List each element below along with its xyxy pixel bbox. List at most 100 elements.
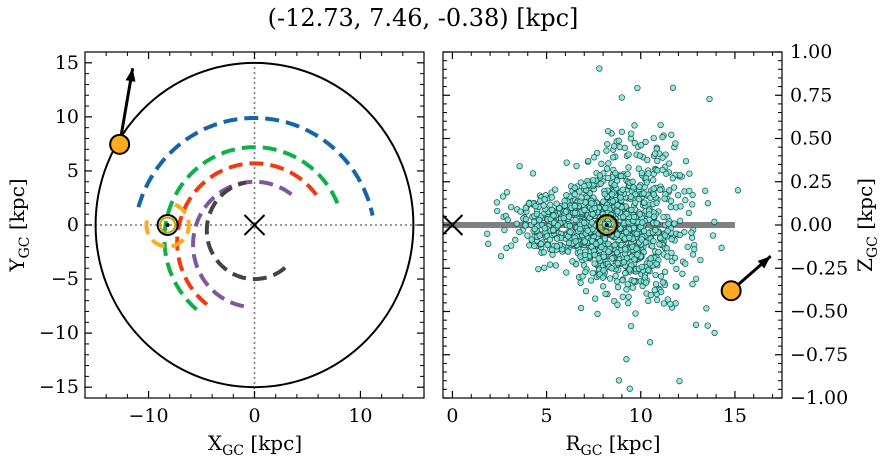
rz-scatter-point bbox=[608, 255, 616, 262]
rz-scatter-point bbox=[544, 241, 551, 249]
rz-scatter-point bbox=[587, 277, 595, 284]
rz-scatter-point bbox=[596, 65, 603, 72]
rz-scatter-point bbox=[703, 305, 710, 312]
rz-scatter-point bbox=[614, 260, 621, 267]
rz-scatter-point bbox=[581, 182, 588, 190]
rz-scatter-point bbox=[614, 283, 622, 291]
rz-scatter-point bbox=[563, 159, 570, 166]
rz-scatter-point bbox=[638, 263, 646, 271]
rz-scatter-point bbox=[631, 256, 638, 263]
rz-scatter-point bbox=[661, 195, 668, 202]
xy-ytick-label: 15 bbox=[55, 52, 79, 74]
rz-ytick-label: −1.00 bbox=[790, 387, 848, 409]
rz-scatter-point bbox=[655, 248, 662, 256]
rz-scatter-point bbox=[636, 183, 643, 190]
rz-scatter-point bbox=[536, 216, 543, 224]
rz-scatter-point bbox=[582, 287, 590, 295]
rz-scatter-point bbox=[668, 249, 675, 257]
rz-scatter-point bbox=[577, 304, 585, 312]
rz-scatter-point bbox=[622, 246, 629, 253]
rz-plot-area bbox=[443, 65, 772, 392]
rz-scatter-point bbox=[538, 240, 545, 247]
rz-scatter-point bbox=[676, 231, 684, 239]
rz-velocity-arrowhead bbox=[757, 256, 771, 269]
rz-scatter-point bbox=[581, 238, 589, 245]
rz-scatter-point bbox=[528, 236, 535, 243]
rz-xtick-label: 10 bbox=[629, 405, 653, 427]
rz-scatter-point bbox=[664, 227, 671, 235]
rz-scatter-point bbox=[650, 134, 657, 142]
rz-scatter-point bbox=[589, 211, 596, 218]
rz-scatter-point bbox=[686, 187, 693, 195]
rz-scatter-point bbox=[584, 227, 591, 234]
rz-scatter-point bbox=[609, 154, 617, 161]
rz-scatter-point bbox=[602, 204, 609, 212]
rz-scatter-point bbox=[604, 140, 611, 148]
rz-scatter-point bbox=[669, 84, 677, 91]
rz-scatter-point bbox=[651, 286, 658, 294]
arm-arc-blue bbox=[136, 116, 375, 217]
rz-scatter-point bbox=[652, 271, 659, 279]
rz-scatter-point bbox=[709, 232, 717, 239]
rz-scatter-point bbox=[579, 273, 586, 280]
rz-scatter-point bbox=[522, 222, 529, 229]
rz-scatter-point bbox=[553, 243, 560, 250]
figure-title: (-12.73, 7.46, -0.38) [kpc] bbox=[268, 4, 579, 32]
rz-scatter-point bbox=[611, 241, 618, 249]
xy-ytick-label: −15 bbox=[39, 376, 79, 398]
rz-scatter-point bbox=[626, 385, 633, 392]
rz-scatter-point bbox=[560, 214, 567, 222]
rz-scatter-point bbox=[665, 220, 672, 227]
rz-scatter-point bbox=[554, 222, 562, 229]
rz-scatter-point bbox=[563, 269, 570, 276]
rz-scatter-point bbox=[632, 199, 639, 206]
rz-scatter-point bbox=[617, 194, 624, 201]
rz-scatter-point bbox=[638, 169, 645, 177]
rz-scatter-point bbox=[676, 171, 683, 179]
rz-scatter-point bbox=[608, 265, 615, 272]
rz-scatter-point bbox=[657, 273, 665, 280]
rz-xtick-label: 15 bbox=[723, 405, 747, 427]
rz-scatter-point bbox=[589, 176, 597, 184]
rz-scatter-point bbox=[536, 232, 543, 239]
rz-scatter-point bbox=[588, 200, 595, 207]
rz-scatter-point bbox=[663, 245, 670, 252]
rz-scatter-point bbox=[571, 209, 579, 217]
rz-scatter-point bbox=[647, 291, 655, 299]
rz-scatter-point bbox=[682, 260, 689, 267]
rz-scatter-point bbox=[571, 202, 578, 210]
rz-scatter-point bbox=[620, 259, 628, 266]
rz-scatter-point bbox=[546, 261, 554, 268]
rz-scatter-point bbox=[591, 154, 598, 161]
rz-scatter-point bbox=[640, 190, 648, 197]
rz-scatter-point bbox=[540, 202, 547, 209]
rz-panel: 0 5 10 15 −1.00 −0.75 −0.50 −0.25 0.00 0.25 0.50 0.… bbox=[442, 41, 881, 459]
rz-scatter-point bbox=[634, 84, 641, 92]
rz-scatter-point bbox=[706, 95, 713, 103]
rz-scatter-point bbox=[689, 201, 696, 208]
rz-scatter-point bbox=[625, 151, 632, 158]
xy-ytick-label: −5 bbox=[51, 268, 79, 290]
rz-scatter-point bbox=[507, 203, 515, 211]
rz-scatter-point bbox=[529, 170, 537, 177]
rz-scatter-point bbox=[665, 160, 673, 167]
rz-scatter-point bbox=[561, 202, 568, 209]
rz-ytick-label: −0.25 bbox=[790, 257, 848, 279]
arm-arc-red bbox=[175, 161, 322, 307]
xy-ticks: −10 0 10 −15 −10 −5 0 5 10 15 bbox=[39, 51, 425, 427]
xy-ytick-label: 5 bbox=[67, 160, 79, 182]
rz-scatter-point bbox=[623, 286, 630, 293]
rz-scatter-point bbox=[659, 154, 666, 161]
rz-scatter-point bbox=[612, 272, 619, 280]
rz-scatter-point bbox=[619, 186, 626, 193]
arm-arc-green-outer bbox=[162, 145, 341, 311]
rz-scatter-point bbox=[666, 187, 673, 194]
rz-scatter-point bbox=[614, 208, 621, 215]
rz-scatter-point bbox=[641, 274, 649, 281]
rz-scatter-point bbox=[672, 140, 679, 147]
rz-scatter-point bbox=[702, 187, 709, 194]
rz-xlabel: RGC [kpc] bbox=[565, 431, 660, 459]
xy-xlabel: XGC [kpc] bbox=[208, 431, 302, 459]
rz-scatter-point bbox=[647, 255, 654, 262]
rz-scatter-point bbox=[615, 137, 622, 144]
